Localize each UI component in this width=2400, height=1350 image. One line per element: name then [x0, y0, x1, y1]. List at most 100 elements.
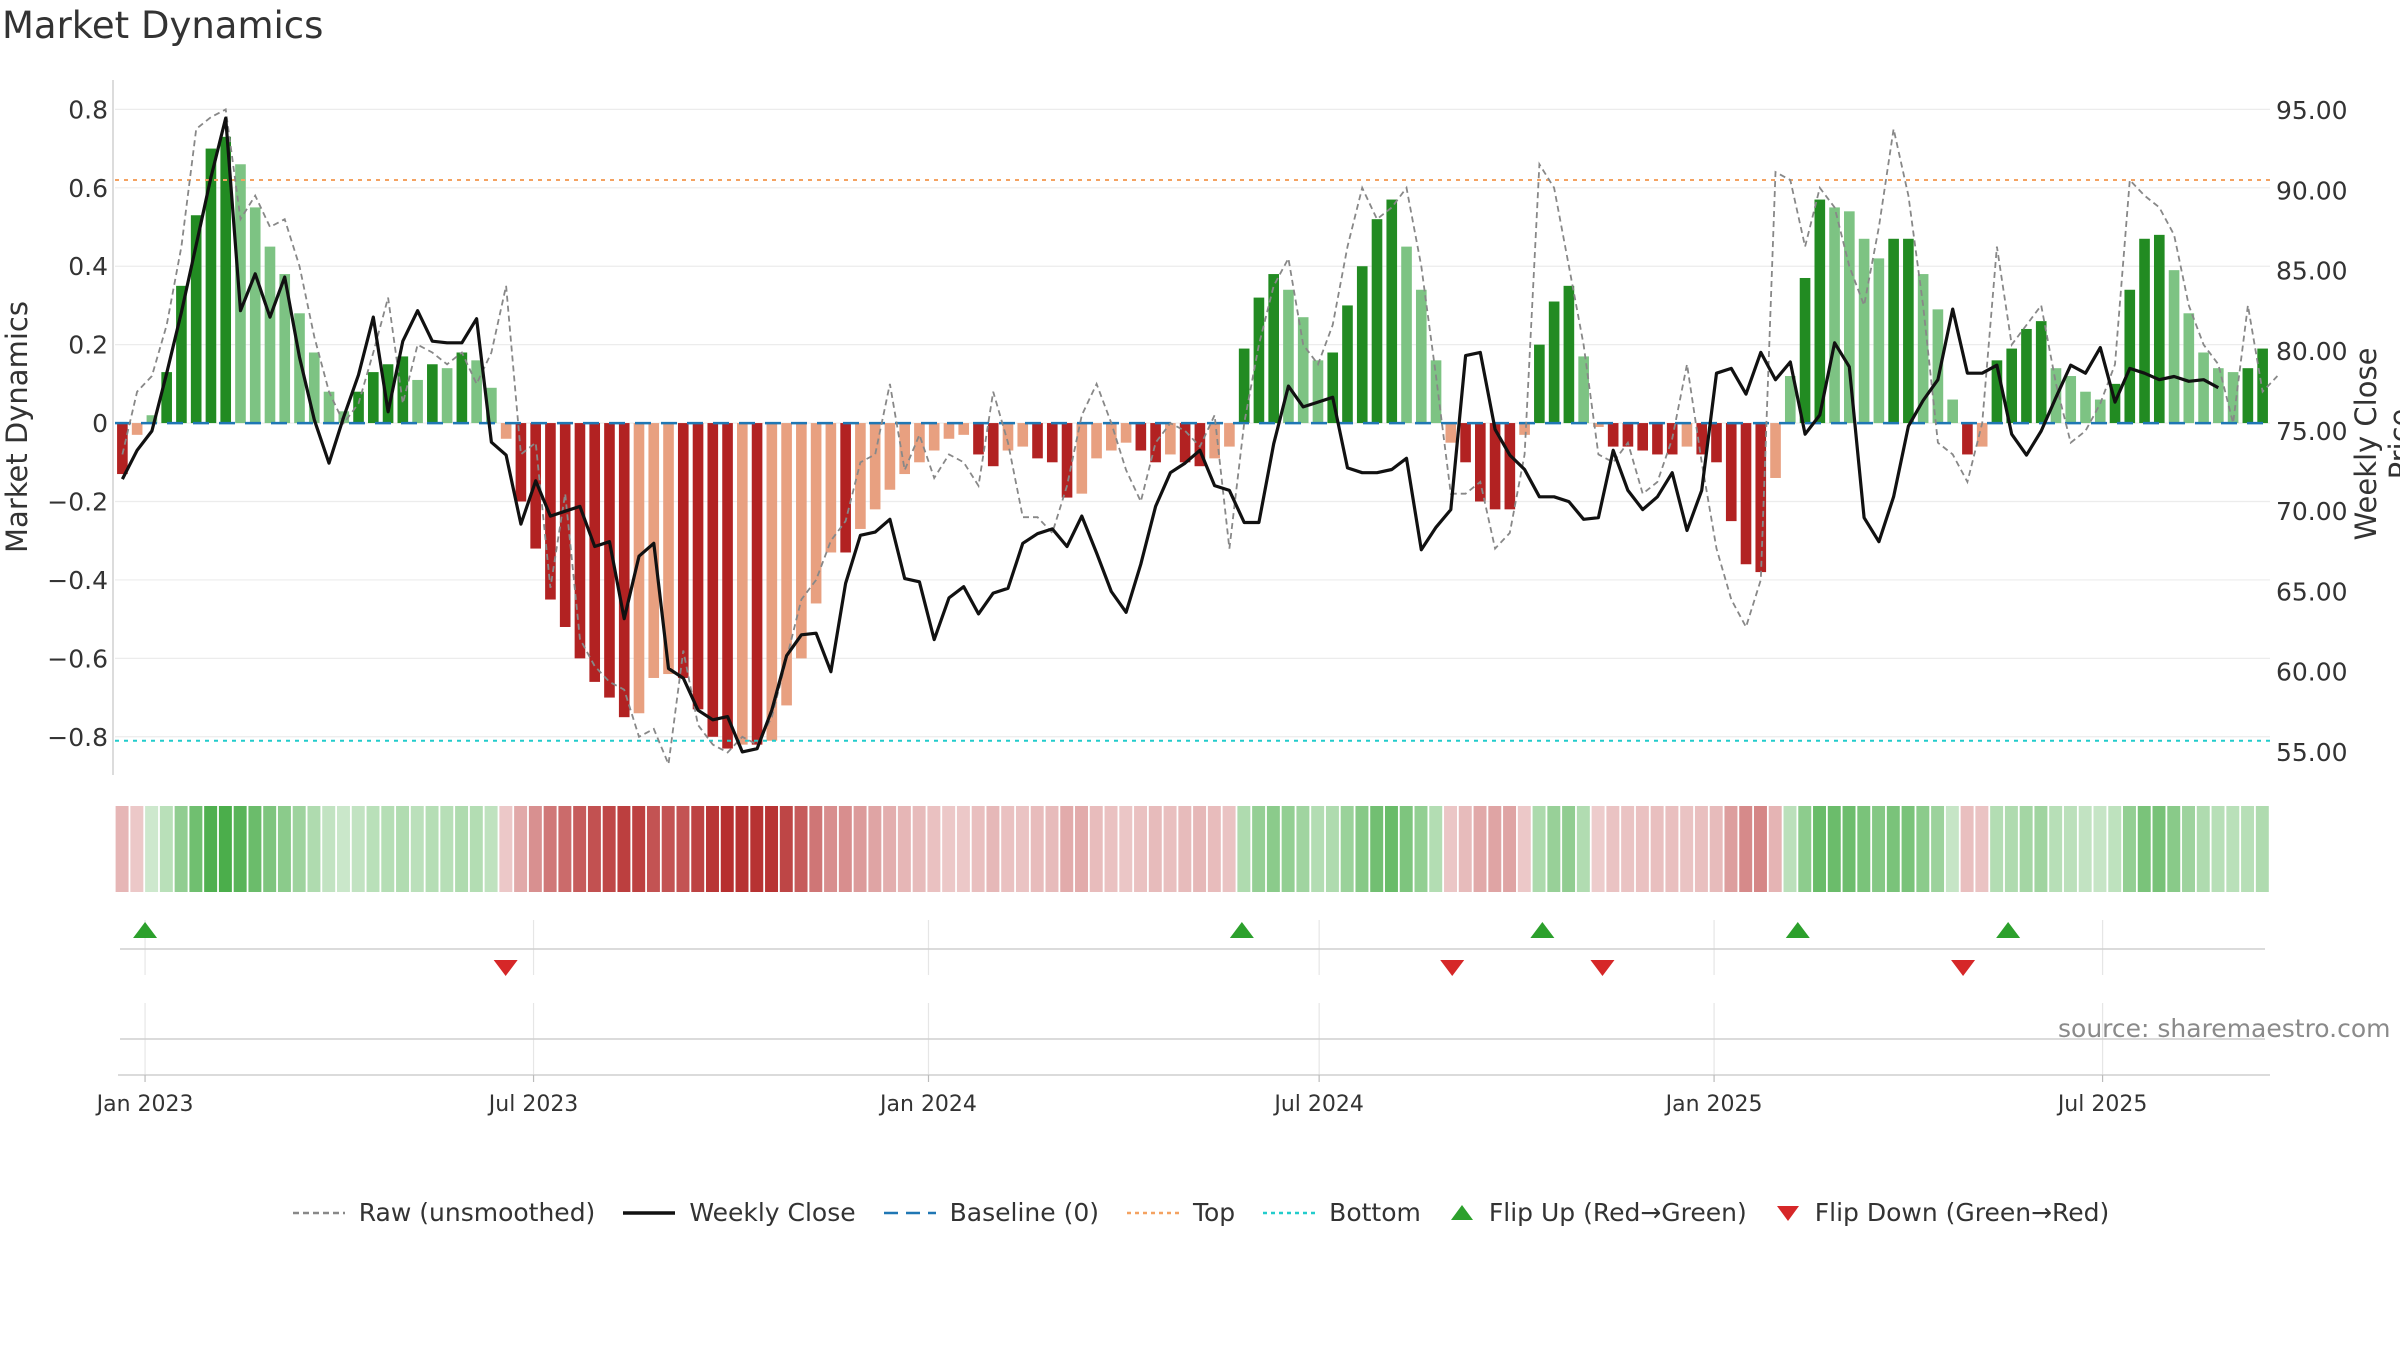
histogram-bar: [190, 215, 202, 424]
histogram-bar: [1873, 258, 1885, 424]
histogram-bar: [589, 423, 601, 682]
regime-cell: [1355, 806, 1369, 892]
source-text: source: sharemaestro.com: [2058, 1014, 2391, 1043]
histogram-bar: [2183, 313, 2195, 424]
regime-cell: [1384, 806, 1398, 892]
histogram-bar: [559, 423, 571, 627]
regime-cell: [322, 806, 336, 892]
histogram-bar: [914, 423, 925, 463]
histogram-bar: [722, 423, 733, 749]
y2-tick-label: 70.00: [2276, 497, 2348, 526]
regime-cell: [2093, 806, 2107, 892]
histogram-bar: [1061, 423, 1073, 498]
histogram-bar: [2168, 270, 2180, 424]
flip-down-marker: [1951, 960, 1976, 976]
regime-cell: [2122, 806, 2136, 892]
legend-label: Weekly Close: [689, 1198, 856, 1227]
regime-cell: [646, 806, 660, 892]
histogram-bar: [1578, 356, 1589, 424]
histogram-bar: [1725, 423, 1737, 522]
legend: Raw (unsmoothed) Weekly Close Baseline (0)…: [0, 1198, 2400, 1227]
regime-cell: [558, 806, 572, 892]
regime-cell: [1193, 806, 1207, 892]
regime-cell: [617, 806, 631, 892]
regime-cell: [1813, 806, 1826, 892]
histogram-bar: [1903, 238, 1914, 424]
regime-cell: [779, 806, 793, 892]
histogram-bar: [1489, 423, 1501, 510]
histogram-bar: [545, 423, 556, 600]
histogram-bar: [1445, 423, 1457, 443]
histogram-bar: [367, 372, 379, 424]
regime-cell: [1488, 806, 1502, 892]
histogram-bar: [1268, 274, 1279, 424]
histogram-bar: [397, 356, 409, 424]
raw-unsmoothed-line: [121, 108, 2279, 768]
histogram-bar: [1460, 423, 1471, 463]
regime-cell: [2167, 806, 2181, 892]
histogram-bar: [1046, 423, 1058, 463]
x-tick-label: Jul 2023: [487, 1092, 579, 1117]
y-tick-label: 0: [92, 409, 108, 438]
legend-item: Flip Down (Green→Red): [1773, 1198, 2109, 1227]
regime-cell: [661, 806, 675, 892]
legend-label: Bottom: [1329, 1198, 1421, 1227]
histogram-bar: [2021, 328, 2032, 424]
histogram-bar: [1017, 423, 1029, 447]
regime-cell: [750, 806, 764, 892]
flip-up-marker: [1785, 922, 1810, 938]
histogram-bar: [2257, 348, 2268, 424]
y2-tick-label: 65.00: [2276, 577, 2348, 606]
histogram-bar: [1327, 352, 1339, 424]
histogram-bar: [1593, 423, 1604, 427]
regime-cell: [307, 806, 321, 892]
regime-cell: [2211, 806, 2225, 892]
histogram-bar: [176, 285, 187, 424]
main-panel: [115, 108, 2279, 768]
regime-cell: [484, 806, 498, 892]
regime-cell: [1399, 806, 1413, 892]
legend-swatch-icon: [623, 1210, 676, 1215]
legend-swatch-icon: [1450, 1204, 1473, 1220]
histogram-bar: [1696, 423, 1708, 455]
histogram-bar: [1475, 423, 1486, 502]
regime-cell: [1473, 806, 1487, 892]
regime-cell: [676, 806, 690, 892]
histogram-bar: [1430, 360, 1442, 424]
regime-cell: [1857, 806, 1871, 892]
histogram-bar: [618, 423, 630, 718]
histogram-bar: [1106, 423, 1117, 451]
histogram-bar: [456, 352, 468, 424]
grid-lines: [115, 108, 2270, 1075]
regime-cell: [720, 806, 734, 892]
histogram-bar: [117, 423, 128, 475]
regime-cell: [1547, 806, 1561, 892]
histogram-bar: [441, 368, 453, 424]
regime-cell: [809, 806, 823, 892]
y2-tick-label: 95.00: [2276, 96, 2348, 125]
regime-cell: [410, 806, 424, 892]
histogram-bar: [471, 360, 482, 424]
histogram-bar: [1002, 423, 1014, 451]
histogram-bar: [1150, 423, 1161, 463]
regime-cell: [263, 806, 277, 892]
regime-cell: [1562, 806, 1576, 892]
histogram-bar: [2065, 376, 2077, 424]
regime-cell: [455, 806, 469, 892]
flip-panel: [118, 922, 2270, 1076]
histogram-bar: [2198, 352, 2209, 424]
histogram-bar: [279, 274, 291, 424]
histogram-bar: [1371, 219, 1383, 424]
regime-cell: [1075, 806, 1088, 892]
regime-cell: [1370, 806, 1384, 892]
legend-swatch-icon: [1263, 1211, 1316, 1214]
histogram-bar: [515, 423, 527, 502]
legend-label: Baseline (0): [949, 1198, 1099, 1227]
histogram-bar: [249, 207, 261, 424]
histogram-bar: [1858, 238, 1870, 424]
regime-cell: [1503, 806, 1517, 892]
histogram-bar: [1179, 423, 1191, 463]
regime-cell: [2078, 806, 2092, 892]
regime-cell: [1576, 806, 1590, 892]
regime-cell: [1001, 806, 1015, 892]
